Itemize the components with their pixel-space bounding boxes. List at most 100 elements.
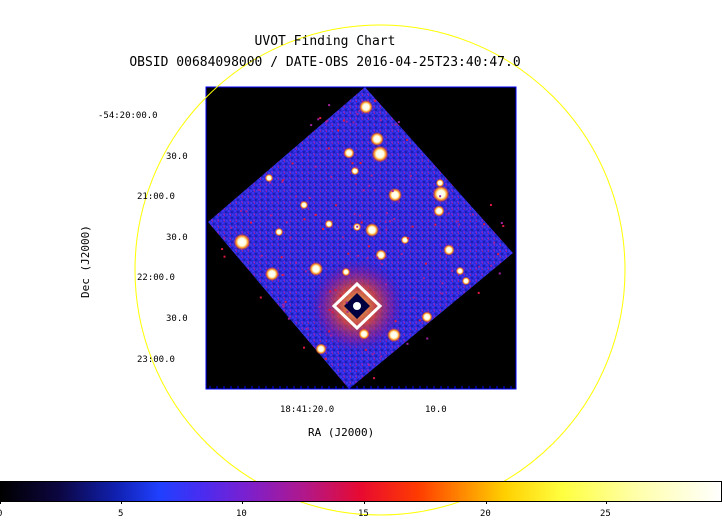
noise-speckle [260, 254, 263, 257]
star [309, 262, 323, 276]
noise-speckle [223, 255, 226, 258]
noise-speckle [245, 210, 248, 213]
noise-speckle [489, 203, 492, 206]
noise-speckle [358, 214, 361, 217]
colorbar-tick-label: 15 [358, 509, 369, 519]
dec-tick-label: 30.0 [166, 314, 188, 324]
noise-speckle [471, 213, 474, 216]
noise-speckle [490, 264, 493, 267]
noise-speckle [346, 310, 349, 313]
colorbar-tick-mark [606, 501, 607, 504]
star [359, 100, 373, 114]
noise-speckle [393, 217, 396, 220]
noise-speckle [385, 283, 388, 286]
bright-source-center [353, 302, 361, 310]
noise-speckle [352, 121, 355, 124]
noise-speckle [478, 265, 481, 268]
field-of-view-circle [134, 24, 626, 516]
noise-speckle [295, 195, 298, 198]
star [388, 188, 402, 202]
noise-speckle [426, 337, 429, 340]
exposure-footprint [208, 87, 513, 389]
star [432, 185, 450, 203]
noise-speckle [281, 179, 284, 182]
noise-speckle [394, 320, 397, 323]
noise-speckle [391, 190, 394, 193]
noise-speckle [412, 296, 415, 299]
noise-speckle [282, 305, 285, 308]
noise-speckle [406, 138, 409, 141]
sky-image [208, 87, 513, 389]
star [274, 227, 284, 237]
noise-speckle [230, 226, 233, 229]
noise-speckle [355, 183, 358, 186]
noise-speckle [371, 353, 374, 356]
star [435, 178, 445, 188]
noise-speckle [458, 223, 461, 226]
noise-speckle [328, 308, 331, 311]
noise-speckle [304, 270, 307, 273]
noise-speckle [329, 334, 332, 337]
star [375, 249, 387, 261]
colorbar-tick-mark [364, 501, 365, 504]
noise-speckle [314, 165, 317, 168]
noise-speckle [329, 290, 332, 293]
noise-speckle [366, 257, 369, 260]
bright-source-ghost [331, 281, 383, 331]
noise-speckle [356, 113, 359, 116]
noise-speckle [282, 303, 285, 306]
noise-speckle [406, 237, 409, 240]
noise-speckle [281, 180, 284, 183]
noise-speckle [368, 363, 371, 366]
noise-speckle [477, 291, 480, 294]
noise-speckle [305, 327, 308, 330]
colorbar [0, 481, 722, 502]
noise-speckle [330, 175, 333, 178]
star [358, 328, 370, 340]
dec-tick-label: 22:00.0 [137, 273, 175, 283]
noise-speckle [441, 282, 444, 285]
noise-speckle [285, 221, 288, 224]
noise-speckle [356, 225, 359, 228]
noise-speckle [257, 188, 260, 191]
noise-speckle [287, 317, 290, 320]
noise-speckle [483, 223, 486, 226]
noise-speckle [250, 221, 253, 224]
noise-speckle [418, 319, 421, 322]
dec-tick-label: -54:20:00.0 [98, 111, 158, 121]
chart-title: UVOT Finding Chart [254, 34, 396, 49]
noise-speckle [324, 357, 327, 360]
noise-speckle [240, 209, 243, 212]
noise-speckle [447, 212, 450, 215]
star [400, 235, 410, 245]
noise-speckle [314, 213, 317, 216]
noise-speckle [493, 241, 496, 244]
noise-speckle [281, 273, 284, 276]
noise-speckle [322, 228, 325, 231]
ra-tick-label: 10.0 [425, 405, 447, 415]
star [299, 200, 309, 210]
noise-speckle [326, 119, 329, 122]
colorbar-tick-mark [0, 501, 1, 504]
star [343, 147, 355, 159]
noise-speckle [502, 225, 505, 228]
noise-speckle [327, 147, 330, 150]
chart-subtitle: OBSID 00684098000 / DATE-OBS 2016-04-25T… [129, 55, 521, 70]
noise-speckle [284, 300, 287, 303]
colorbar-tick-mark [242, 501, 243, 504]
noise-speckle [500, 222, 503, 225]
dec-tick-label: 21:00.0 [137, 192, 175, 202]
noise-speckle [342, 119, 345, 122]
noise-speckle [345, 301, 348, 304]
dec-tick-label: 23:00.0 [137, 355, 175, 365]
noise-speckle [347, 252, 350, 255]
dec-tick-label: 30.0 [166, 233, 188, 243]
star [433, 205, 445, 217]
noise-speckle [335, 204, 338, 207]
colorbar-tick-label: 0 [0, 509, 2, 519]
noise-speckle [360, 221, 363, 224]
noise-speckle [400, 253, 403, 256]
noise-speckle [339, 294, 342, 297]
noise-speckle [451, 270, 454, 273]
